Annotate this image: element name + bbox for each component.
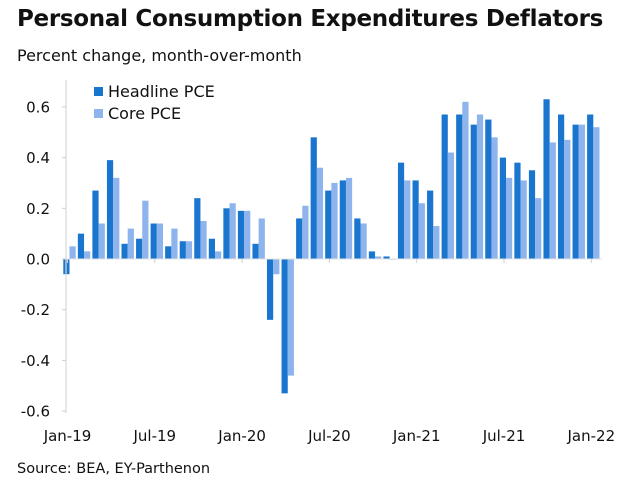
x-tick-label: Jan-19 [43,427,92,445]
bar-core-aug-19 [171,228,178,259]
bar-headline-apr-20 [281,259,288,394]
legend-label-headline: Headline PCE [108,82,215,101]
bar-headline-aug-20 [339,180,346,259]
bar-core-sep-19 [185,241,193,259]
bar-headline-jul-19 [150,223,157,259]
bar-core-dec-20 [404,180,411,259]
bar-headline-jan-21 [412,180,419,259]
bar-core-jul-19 [156,223,163,259]
bar-headline-jul-21 [499,157,506,259]
bar-core-apr-20 [287,259,294,376]
x-tick-label: Jul-21 [482,427,526,445]
axes-group: 0.6 0.4 0.2 0.0 -0.2 -0.4 -0.6 Jan-19 Jul-19 Jan-… [21,80,615,445]
bar-headline-may-19 [121,243,128,259]
x-tick-label: Jan-22 [566,427,615,445]
bar-headline-feb-19 [77,233,85,259]
y-tick-label: -0.4 [21,352,50,370]
bar-core-may-20 [302,205,309,259]
bar-headline-jul-20 [325,190,332,259]
bar-core-oct-20 [375,256,382,259]
legend: Headline PCE Core PCE [94,82,215,123]
bar-headline-nov-20 [383,256,390,259]
x-tick-label: Jan-20 [217,427,266,445]
bar-headline-apr-21 [456,114,463,259]
bar-core-sep-21 [535,198,542,259]
bar-core-may-19 [127,228,134,259]
bar-core-may-21 [476,114,484,259]
bar-headline-may-21 [470,124,477,259]
y-tick-label: 0.4 [26,149,50,167]
bar-core-jan-22 [593,127,600,260]
bar-headline-jun-20 [310,137,317,259]
bar-core-dec-19 [229,203,236,259]
bar-core-feb-21 [433,226,440,259]
legend-swatch-core [94,109,103,118]
y-tick-label: 0.0 [26,251,50,269]
bar-headline-nov-21 [558,114,565,259]
bar-headline-oct-20 [368,251,376,259]
bar-core-mar-21 [447,152,454,259]
source-note: Source: BEA, EY-Parthenon [17,461,211,477]
bar-core-jun-20 [316,167,324,259]
bar-core-jun-19 [142,200,149,259]
bar-core-mar-19 [98,223,105,259]
x-tick-label: Jul-19 [132,427,176,445]
chart-subtitle: Percent change, month-over-month [17,46,302,65]
bar-headline-aug-19 [165,246,172,259]
bar-headline-jan-22 [587,114,594,259]
bar-headline-jan-20 [237,210,245,259]
bar-core-apr-21 [462,101,469,259]
bar-core-jun-21 [491,137,498,259]
bar-core-dec-21 [578,124,585,259]
y-tick-label: -0.6 [21,403,50,421]
bar-headline-apr-19 [106,160,114,259]
bar-headline-mar-19 [92,190,99,259]
bar-headline-mar-20 [267,259,274,320]
bar-core-oct-19 [200,220,207,259]
bar-headline-feb-20 [252,243,259,259]
bar-core-jan-19 [69,246,76,259]
bar-core-nov-19 [215,251,222,259]
y-tick-label: -0.2 [21,301,50,319]
bar-core-feb-20 [258,218,265,259]
bar-core-apr-19 [113,177,120,259]
chart-title: Personal Consumption Expenditures Deflat… [17,6,604,32]
bar-core-jul-20 [331,182,338,259]
x-tick-label: Jan-21 [392,427,441,445]
bar-core-jul-21 [506,177,513,259]
bar-headline-aug-21 [514,162,521,259]
bar-headline-dec-19 [223,208,230,259]
bar-headline-nov-19 [208,238,215,259]
y-tick-label: 0.2 [26,200,50,218]
bar-core-aug-21 [520,180,527,259]
bar-headline-mar-21 [441,114,448,259]
bar-headline-sep-20 [354,218,361,259]
bar-headline-jun-21 [485,119,492,259]
x-tick-label: Jul-20 [307,427,351,445]
bar-core-sep-20 [360,223,367,259]
bar-headline-feb-21 [427,190,434,259]
bar-headline-may-20 [296,218,303,259]
bar-headline-dec-20 [397,162,405,259]
bar-headline-sep-19 [179,241,186,259]
legend-label-core: Core PCE [108,104,181,123]
bar-core-jan-21 [418,203,425,259]
y-tick-label: 0.6 [26,98,50,116]
bar-headline-oct-19 [194,198,201,259]
legend-swatch-headline [94,87,103,96]
bar-headline-jun-19 [136,238,143,259]
bars-group [63,99,600,394]
bar-core-aug-20 [345,177,353,259]
bar-headline-oct-21 [543,99,550,259]
bar-core-jan-20 [244,210,251,259]
bar-core-mar-20 [273,259,280,275]
bar-core-feb-19 [84,251,91,259]
bar-headline-dec-21 [572,124,579,259]
bar-core-nov-21 [564,139,571,259]
bar-core-oct-21 [549,142,556,259]
bar-headline-sep-21 [528,170,536,259]
